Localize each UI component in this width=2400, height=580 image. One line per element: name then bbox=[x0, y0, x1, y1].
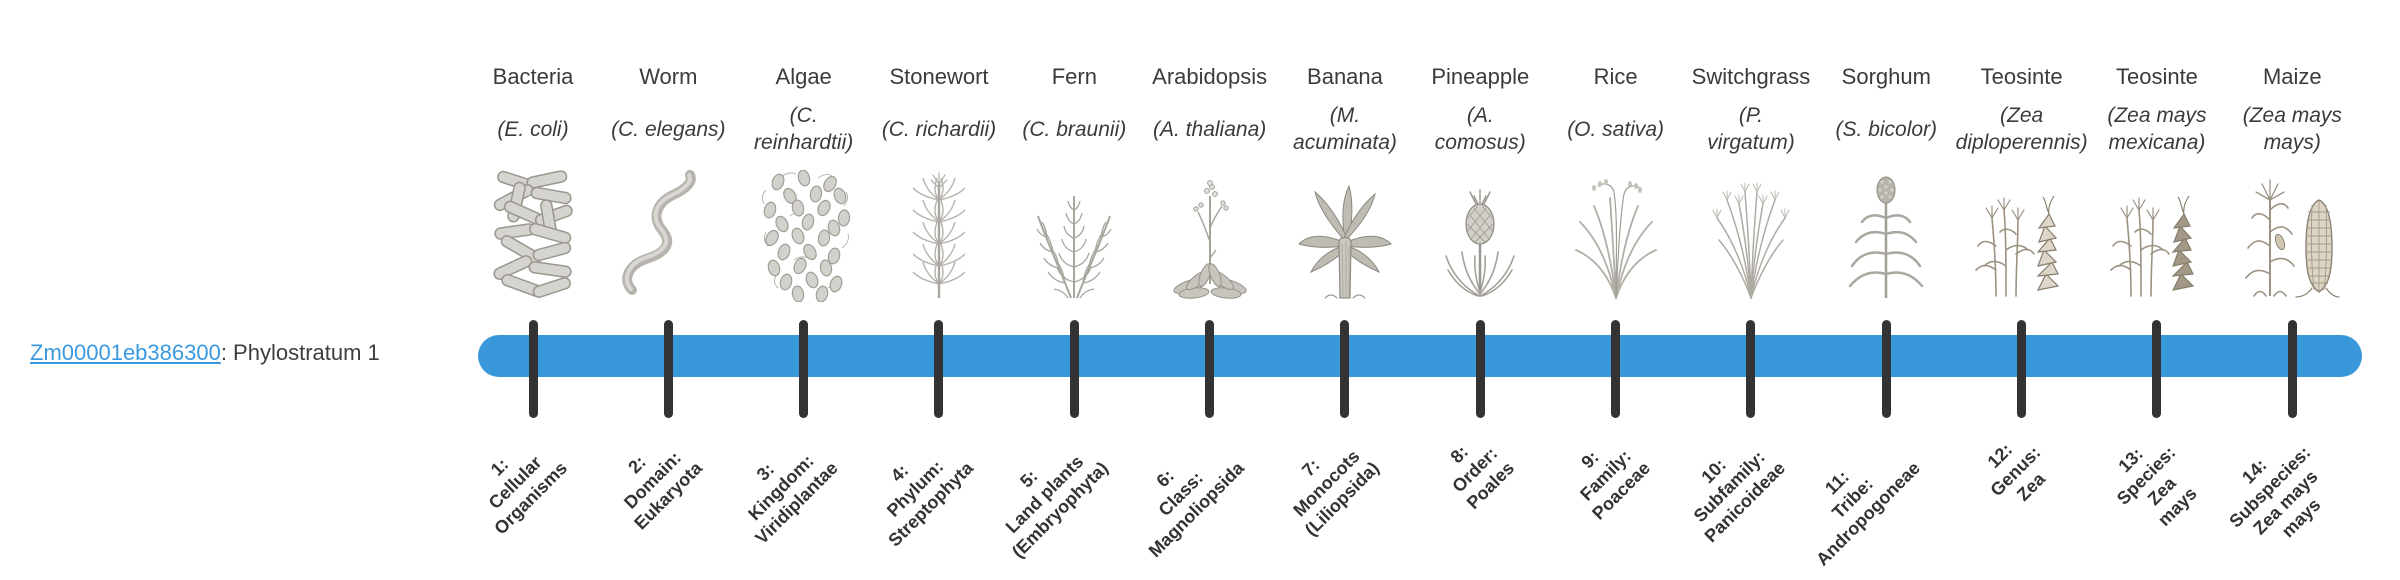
phylostratum-text: : Phylostratum 1 bbox=[220, 340, 380, 365]
stratum-label: 10: Subfamily: Panicoideae bbox=[1689, 446, 1789, 547]
organism-name: Fern bbox=[1051, 64, 1097, 89]
fern-illustration bbox=[1002, 166, 1146, 302]
timeline-tick bbox=[1475, 320, 1485, 418]
organism-name: Stonewort bbox=[889, 64, 989, 89]
stratum-label: 3: Kingdom: Viridiplantae bbox=[744, 450, 842, 549]
organism-name: Sorghum bbox=[1841, 64, 1931, 89]
stratum-label: 1: Cellular Organisms bbox=[484, 452, 571, 539]
worm-illustration bbox=[596, 166, 740, 302]
timeline-tick bbox=[2287, 320, 2297, 418]
arabidopsis-illustration bbox=[1138, 166, 1282, 302]
organism-scientific-name: (A. comosus) bbox=[1434, 104, 1526, 154]
stratum-label: 5: Land plants (Embryophyta) bbox=[1001, 451, 1113, 562]
stratum-label: 11: Tribe: Andropogoneae bbox=[1812, 457, 1925, 570]
organism-scientific-name: (C. braunii) bbox=[1022, 117, 1127, 141]
organism-scientific-name: (Zea mays mexicana) bbox=[2107, 104, 2207, 154]
algae-illustration bbox=[732, 166, 876, 302]
gene-id-link[interactable]: Zm00001eb386300 bbox=[30, 340, 221, 365]
teosinte-illustration bbox=[1950, 166, 2094, 302]
timeline-tick bbox=[934, 320, 944, 418]
organism-scientific-name: (M. acuminata) bbox=[1293, 104, 1397, 154]
organism-name: Rice bbox=[1593, 64, 1638, 89]
timeline-tick bbox=[663, 320, 673, 418]
sorghum-illustration bbox=[1814, 166, 1958, 302]
organism-scientific-name: (E. coli) bbox=[497, 117, 569, 141]
phylostratum-bar bbox=[478, 335, 2362, 377]
stratum-label: 12: Genus: Zea bbox=[1983, 439, 2049, 505]
organism-name: Pineapple bbox=[1431, 64, 1530, 89]
organism-scientific-name: (S. bicolor) bbox=[1835, 117, 1938, 141]
organism-name: Maize bbox=[2262, 64, 2322, 89]
timeline-tick bbox=[1746, 320, 1756, 418]
maize-illustration bbox=[2220, 166, 2364, 302]
banana-illustration bbox=[1273, 166, 1417, 302]
organism-scientific-name: (C. richardii) bbox=[881, 117, 997, 141]
timeline-tick bbox=[1205, 320, 1215, 418]
organism-scientific-name: (P. virgatum) bbox=[1707, 104, 1795, 154]
timeline-tick bbox=[1881, 320, 1891, 418]
organism-name: Worm bbox=[639, 64, 698, 89]
timeline-tick bbox=[1340, 320, 1350, 418]
timeline-tick bbox=[799, 320, 809, 418]
timeline-tick bbox=[2152, 320, 2162, 418]
switchgrass-illustration bbox=[1679, 166, 1823, 302]
organism-scientific-name: (Zea diploperennis) bbox=[1955, 104, 2088, 154]
bacteria-illustration bbox=[461, 166, 605, 302]
stonewort-illustration bbox=[867, 166, 1011, 302]
rice-illustration bbox=[1544, 166, 1688, 302]
timeline-tick bbox=[2017, 320, 2027, 418]
stratum-label: 2: Domain: Eukaryota bbox=[620, 447, 707, 534]
organism-scientific-name: (Zea mays mays) bbox=[2242, 104, 2342, 154]
timeline-tick bbox=[1611, 320, 1621, 418]
stratum-label: 13: Species: Zea mays bbox=[2112, 442, 2201, 530]
stratum-label: 9: Family: Poaceae bbox=[1575, 445, 1654, 524]
organism-name: Bacteria bbox=[492, 64, 574, 89]
teosinte-mexicana-illustration bbox=[2085, 166, 2229, 302]
organism-scientific-name: (A. thaliana) bbox=[1153, 117, 1267, 141]
stratum-label: 4: Phylum: Streptophyta bbox=[882, 456, 977, 551]
pineapple-illustration bbox=[1408, 166, 1552, 302]
organism-scientific-name: (O. sativa) bbox=[1567, 117, 1665, 141]
organism-name: Arabidopsis bbox=[1152, 64, 1268, 89]
organism-name: Teosinte bbox=[1980, 64, 2063, 89]
timeline-tick bbox=[1069, 320, 1079, 418]
stratum-label: 7: Monocots (Liliopsida) bbox=[1289, 446, 1383, 540]
organism-name: Algae bbox=[775, 64, 832, 89]
stratum-label: 8: Order: Poales bbox=[1446, 441, 1519, 514]
organism-scientific-name: (C. elegans) bbox=[611, 117, 726, 141]
organism-scientific-name: (C. reinhardtii) bbox=[754, 104, 854, 154]
timeline-tick bbox=[528, 320, 538, 418]
organism-name: Switchgrass bbox=[1691, 64, 1811, 89]
stratum-label: 14: Subspecies: Zea mays mays bbox=[2225, 442, 2325, 542]
gene-label: Zm00001eb386300: Phylostratum 1 bbox=[30, 340, 380, 366]
organism-name: Banana bbox=[1307, 64, 1383, 89]
stratum-label: 6: Class: Magnoliopsida bbox=[1144, 457, 1248, 562]
organism-name: Teosinte bbox=[2115, 64, 2198, 89]
